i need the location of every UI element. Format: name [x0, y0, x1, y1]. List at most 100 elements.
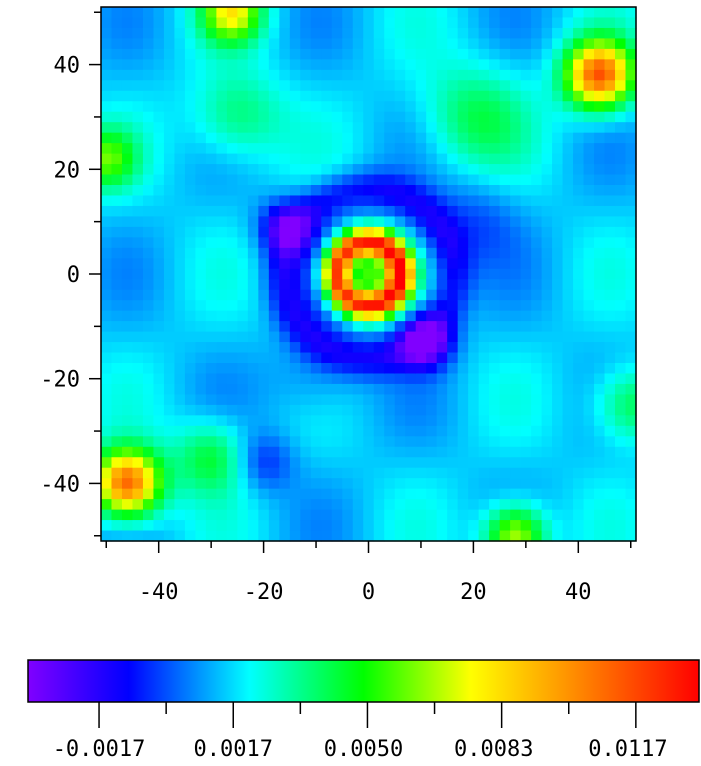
heatmap-cell — [121, 101, 134, 113]
heatmap-cell — [573, 38, 585, 50]
heatmap-cell — [478, 216, 490, 228]
heatmap-cell — [174, 436, 186, 448]
heatmap-cell — [552, 90, 564, 102]
heatmap-cell — [489, 383, 501, 396]
heatmap-cell — [132, 132, 144, 144]
heatmap-cell — [342, 59, 354, 71]
heatmap-cell — [331, 27, 343, 40]
heatmap-cell — [258, 17, 270, 29]
heatmap-cell — [384, 153, 396, 165]
heatmap-cell — [468, 499, 480, 511]
heatmap-cell — [195, 404, 207, 416]
heatmap-cell — [625, 467, 637, 479]
heatmap-cell — [111, 342, 123, 354]
heatmap-cell — [604, 69, 616, 81]
heatmap-cell — [520, 352, 532, 364]
heatmap-cell — [573, 226, 585, 238]
heatmap-cell — [604, 363, 616, 375]
heatmap-cell — [478, 80, 490, 92]
colorbar-tick-label: 0.0083 — [454, 737, 533, 762]
heatmap-cell — [373, 300, 385, 312]
colorbar-tick-label: 0.0050 — [324, 737, 403, 762]
heatmap-cell — [468, 394, 480, 406]
heatmap-cell — [520, 258, 532, 270]
heatmap-cell — [321, 279, 333, 291]
heatmap-cell — [510, 383, 522, 396]
heatmap-cell — [352, 80, 364, 92]
heatmap-cell — [594, 446, 606, 458]
heatmap-cell — [457, 457, 469, 469]
heatmap-cell — [604, 499, 616, 511]
heatmap-cell — [279, 195, 291, 207]
heatmap-cell — [373, 279, 385, 291]
heatmap-cell — [142, 38, 155, 50]
heatmap-cell — [279, 321, 291, 333]
heatmap-cell — [384, 247, 396, 259]
heatmap-cell — [142, 7, 155, 19]
heatmap-cell — [541, 132, 553, 144]
heatmap-cell — [373, 415, 385, 427]
heatmap-cell — [499, 27, 511, 40]
heatmap-cell — [552, 38, 564, 50]
heatmap-cell — [426, 174, 438, 186]
heatmap-cell — [289, 164, 301, 176]
heatmap-cell — [247, 457, 259, 469]
heatmap-cell — [615, 59, 627, 71]
heatmap-cell — [510, 185, 522, 197]
heatmap-cell — [373, 268, 385, 280]
heatmap-cell — [415, 122, 427, 134]
heatmap-cell — [625, 122, 637, 134]
heatmap-cell — [384, 467, 396, 479]
heatmap-cell — [237, 321, 249, 333]
heatmap-cell — [352, 499, 364, 511]
heatmap-cell — [279, 7, 291, 19]
heatmap-cell — [237, 289, 249, 301]
heatmap-cell — [541, 185, 553, 197]
heatmap-cell — [373, 90, 385, 102]
heatmap-cell — [174, 185, 186, 197]
heatmap-cell — [163, 436, 176, 448]
heatmap-cell — [489, 488, 501, 500]
heatmap-cell — [426, 38, 438, 50]
heatmap-cell — [583, 258, 595, 270]
heatmap-cell — [468, 467, 480, 479]
heatmap-cell — [499, 185, 511, 197]
heatmap-cell — [321, 48, 333, 60]
heatmap-cell — [153, 7, 165, 19]
heatmap-cell — [615, 122, 627, 134]
heatmap-cell — [384, 300, 396, 312]
heatmap-cell — [594, 352, 606, 364]
heatmap-cell — [615, 488, 627, 500]
heatmap-cell — [184, 520, 197, 532]
heatmap-cell — [489, 331, 501, 343]
heatmap-cell — [174, 226, 186, 238]
heatmap-cell — [279, 122, 291, 134]
heatmap-cell — [573, 111, 585, 123]
heatmap-cell — [562, 7, 574, 19]
heatmap-cell — [447, 132, 459, 144]
heatmap-cell — [163, 216, 176, 228]
heatmap-cell — [258, 310, 270, 322]
heatmap-cell — [342, 27, 354, 40]
heatmap-cell — [541, 457, 553, 469]
heatmap-cell — [258, 247, 270, 259]
heatmap-cell — [184, 415, 197, 427]
heatmap-cell — [184, 38, 197, 50]
heatmap-cell — [132, 111, 144, 123]
heatmap-cell — [583, 279, 595, 291]
heatmap-cell — [321, 59, 333, 71]
heatmap-cell — [436, 300, 448, 312]
heatmap-cell — [310, 205, 322, 218]
heatmap-cell — [625, 185, 637, 197]
heatmap-cell — [279, 310, 291, 322]
heatmap-cell — [531, 59, 543, 71]
heatmap-cell — [499, 321, 511, 333]
heatmap-cell — [510, 216, 522, 228]
heatmap-cell — [583, 342, 595, 354]
heatmap-cell — [342, 520, 354, 532]
heatmap-cell — [394, 404, 406, 416]
heatmap-cell — [615, 174, 627, 186]
heatmap-cell — [426, 17, 438, 29]
heatmap-cell — [625, 342, 637, 354]
heatmap-cell — [573, 7, 585, 19]
